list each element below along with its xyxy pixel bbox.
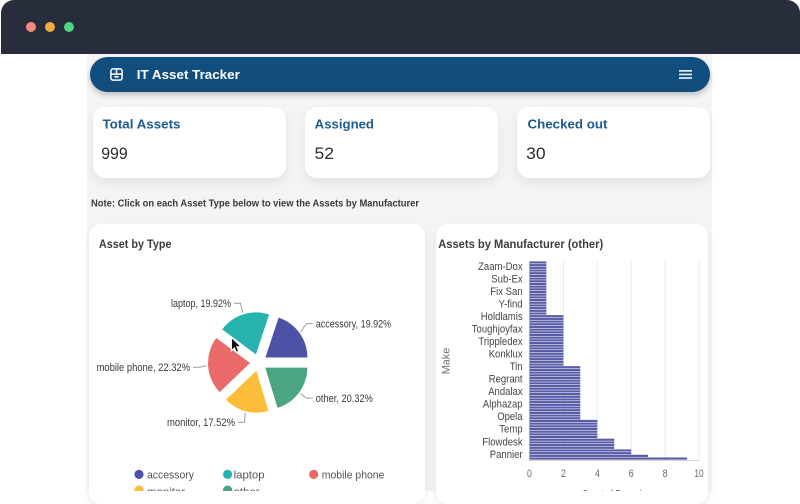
- svg-text:Regrant: Regrant: [489, 374, 523, 386]
- svg-text:Trippledex: Trippledex: [478, 336, 523, 348]
- svg-text:0: 0: [527, 468, 532, 480]
- svg-text:Sub-Ex: Sub-Ex: [491, 273, 523, 285]
- svg-text:Make: Make: [441, 348, 453, 374]
- svg-text:Andalax: Andalax: [488, 386, 523, 398]
- svg-text:Note: Click on each Asset Type: Note: Click on each Asset Type below to …: [91, 198, 419, 209]
- svg-text:4: 4: [595, 468, 600, 480]
- svg-text:Opela: Opela: [497, 411, 522, 423]
- svg-text:Alphazap: Alphazap: [483, 399, 523, 411]
- svg-text:Temp: Temp: [499, 424, 522, 436]
- svg-text:laptop, 19.92%: laptop, 19.92%: [171, 298, 231, 310]
- svg-text:Toughjoyfax: Toughjoyfax: [472, 324, 523, 336]
- svg-text:mobile phone, 22.32%: mobile phone, 22.32%: [97, 362, 191, 374]
- svg-text:Pannier: Pannier: [490, 449, 523, 461]
- svg-text:Assigned: Assigned: [315, 116, 374, 131]
- svg-text:monitor: monitor: [147, 486, 185, 491]
- svg-text:Zaam-Dox: Zaam-Dox: [478, 261, 523, 273]
- svg-text:Asset by Type: Asset by Type: [99, 237, 172, 251]
- svg-text:Y-find: Y-find: [499, 298, 523, 310]
- svg-text:Tin: Tin: [510, 361, 523, 373]
- svg-text:52: 52: [315, 145, 335, 163]
- svg-text:monitor, 17.52%: monitor, 17.52%: [167, 417, 235, 429]
- svg-text:Fix San: Fix San: [490, 286, 522, 298]
- svg-text:Flowdesk: Flowdesk: [482, 436, 523, 448]
- svg-text:laptop: laptop: [234, 470, 265, 482]
- svg-text:30: 30: [526, 145, 546, 163]
- svg-text:Checked out: Checked out: [528, 116, 609, 131]
- svg-text:Count of Records: Count of Records: [582, 489, 646, 492]
- svg-text:Total Assets: Total Assets: [103, 116, 181, 131]
- svg-text:IT Asset Tracker: IT Asset Tracker: [137, 67, 240, 82]
- svg-text:other, 20.32%: other, 20.32%: [316, 393, 373, 405]
- svg-text:Konklux: Konklux: [489, 349, 523, 361]
- svg-text:999: 999: [101, 145, 128, 163]
- svg-text:8: 8: [663, 468, 668, 480]
- svg-text:other: other: [234, 486, 260, 491]
- svg-text:Assets by Manufacturer (other): Assets by Manufacturer (other): [438, 237, 603, 251]
- svg-text:accessory: accessory: [147, 470, 195, 482]
- svg-text:Holdlamis: Holdlamis: [481, 311, 523, 323]
- svg-text:6: 6: [629, 468, 634, 480]
- svg-text:mobile phone: mobile phone: [322, 470, 385, 482]
- svg-text:accessory, 19.92%: accessory, 19.92%: [316, 318, 392, 330]
- svg-text:10: 10: [694, 468, 703, 480]
- svg-text:2: 2: [561, 468, 566, 480]
